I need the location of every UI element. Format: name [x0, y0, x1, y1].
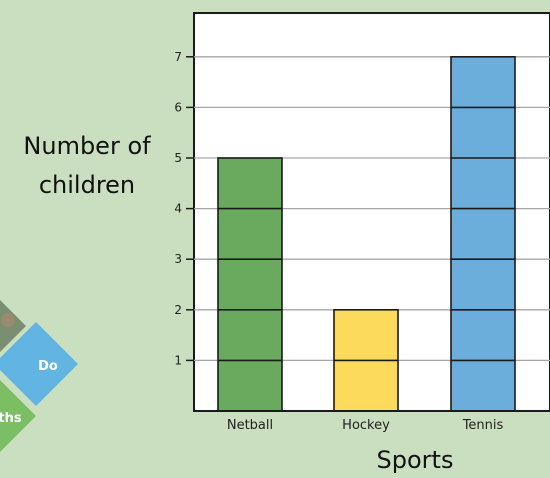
x-axis-labels: Netball Hockey Tennis	[227, 418, 504, 433]
bars	[217, 55, 516, 412]
y-axis-title-line-2: children	[39, 171, 135, 199]
logo-badge-ths: ths	[0, 411, 22, 426]
x-tick-label-netball: Netball	[227, 418, 273, 433]
logo-diamond-blue	[0, 322, 78, 406]
x-tick-label-hockey: Hockey	[342, 418, 390, 433]
bar-tennis	[450, 55, 516, 412]
y-tick-label-6: 6	[174, 100, 182, 114]
logo: Do ths	[0, 300, 78, 452]
y-tick-label-4: 4	[174, 202, 182, 216]
x-tick-label-tennis: Tennis	[462, 418, 504, 433]
y-tick-label-2: 2	[174, 303, 182, 317]
y-tick-label-7: 7	[174, 50, 182, 64]
y-tick-label-3: 3	[174, 252, 182, 266]
y-tick-label-1: 1	[174, 353, 182, 367]
bar-netball	[217, 157, 283, 412]
y-tick-label-5: 5	[174, 151, 182, 165]
logo-diamond-dark	[0, 300, 26, 352]
logo-badge-do: Do	[38, 359, 58, 374]
logo-mascot-icon	[1, 313, 15, 327]
logo-diamond-green	[0, 380, 36, 452]
x-axis-title: Sports	[377, 446, 454, 474]
y-axis-ticks: 1 2 3 4 5 6 7	[174, 50, 194, 367]
y-axis-title-line-1: Number of	[23, 132, 151, 160]
